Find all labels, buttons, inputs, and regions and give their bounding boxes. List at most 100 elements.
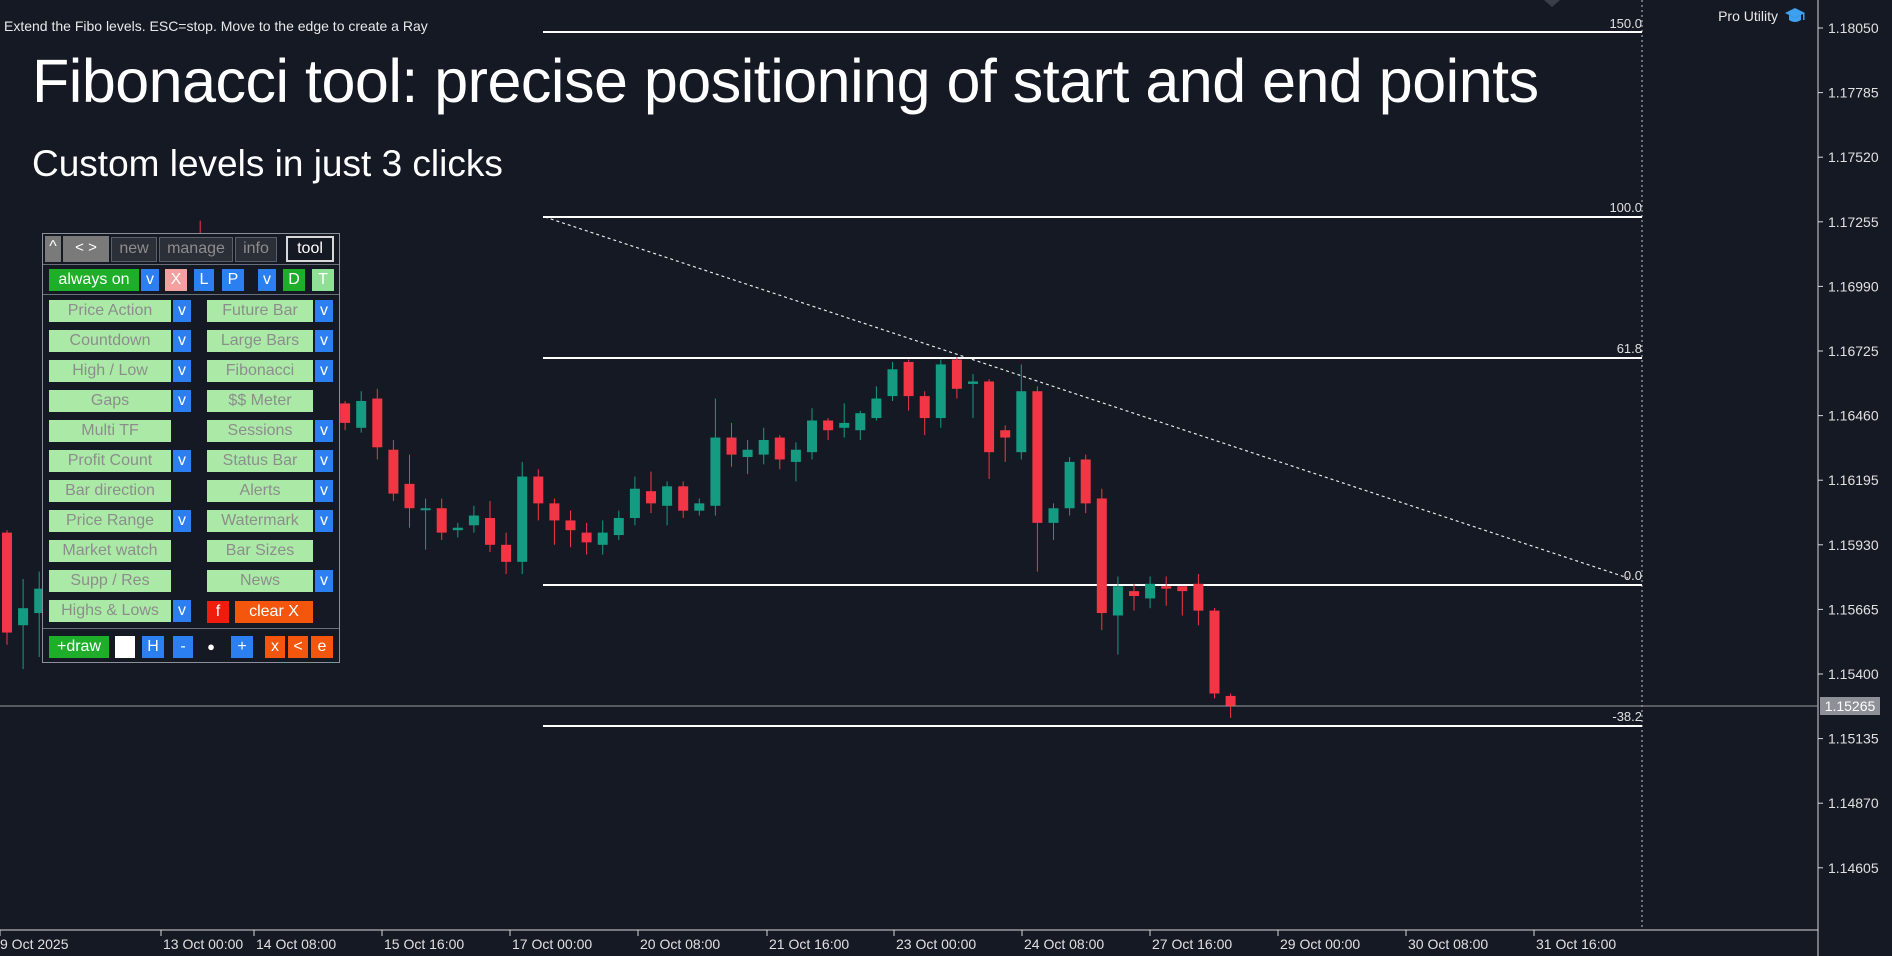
bull-candle-body — [887, 369, 898, 397]
module-news-dropdown-button[interactable]: v — [315, 570, 333, 592]
page-subheadline: Custom levels in just 3 clicks — [32, 143, 503, 184]
bull-candle-body — [758, 439, 769, 455]
module-high-low-dropdown-button[interactable]: v — [173, 360, 191, 382]
page-headline: Fibonacci tool: precise positioning of s… — [32, 47, 1539, 115]
module-bar-direction-button[interactable]: Bar direction — [49, 480, 171, 502]
module-price-range-dropdown-button[interactable]: v — [173, 510, 191, 532]
bear-candle-body — [1080, 459, 1091, 504]
row1-dropdown-button[interactable]: v — [258, 269, 276, 291]
t-button[interactable]: T — [312, 269, 334, 291]
module-fibonacci-button[interactable]: Fibonacci — [207, 360, 313, 382]
add-draw-button[interactable]: +draw — [49, 636, 109, 658]
candle — [549, 498, 560, 545]
bear-candle-body — [1161, 586, 1172, 589]
candle — [340, 400, 351, 431]
module-alerts-dropdown-button[interactable]: v — [315, 480, 333, 502]
candle — [1016, 364, 1027, 460]
module-large-bars-button[interactable]: Large Bars — [207, 330, 313, 352]
module-large-bars-dropdown-button[interactable]: v — [315, 330, 333, 352]
x-delete-button[interactable]: x — [265, 636, 285, 658]
bull-candle-body — [855, 413, 866, 431]
module-profit-count-button[interactable]: Profit Count — [49, 450, 171, 472]
bear-candle-body — [404, 483, 415, 509]
module-highs-lows-button[interactable]: Highs & Lows — [49, 600, 171, 622]
candle — [597, 520, 608, 555]
time-axis-label: 30 Oct 08:00 — [1408, 936, 1488, 952]
candle — [710, 398, 721, 516]
bear-candle-body — [903, 361, 914, 397]
status-message: Extend the Fibo levels. ESC=stop. Move t… — [4, 18, 428, 34]
module-countdown-button[interactable]: Countdown — [49, 330, 171, 352]
price-axis-label: 1.17785 — [1828, 85, 1879, 101]
color-swatch[interactable] — [115, 636, 135, 658]
tab-tool[interactable]: tool — [286, 236, 334, 262]
module-market-watch-button[interactable]: Market watch — [49, 540, 171, 562]
module-price-action-dropdown-button[interactable]: v — [173, 300, 191, 322]
back-button[interactable]: < — [288, 636, 308, 658]
module-future-bar-button[interactable]: Future Bar — [207, 300, 313, 322]
module-fibonacci-dropdown-button[interactable]: v — [315, 360, 333, 382]
module-countdown-dropdown-button[interactable]: v — [173, 330, 191, 352]
module-price-range-button[interactable]: Price Range — [49, 510, 171, 532]
f-button[interactable]: f — [207, 601, 229, 623]
module-future-bar-dropdown-button[interactable]: v — [315, 300, 333, 322]
time-axis-label: 29 Oct 00:00 — [1280, 936, 1360, 952]
bear-candle-body — [1032, 391, 1043, 523]
module-alerts-button[interactable]: Alerts — [207, 480, 313, 502]
module-sessions-dropdown-button[interactable]: v — [315, 420, 333, 442]
bull-candle-body — [1145, 583, 1156, 599]
plus-button[interactable]: + — [231, 636, 253, 658]
module-meter-button[interactable]: $$ Meter — [207, 390, 313, 412]
h-button[interactable]: H — [142, 636, 164, 658]
bear-candle-body — [1096, 498, 1107, 614]
module-watermark-dropdown-button[interactable]: v — [315, 510, 333, 532]
pro-utility-badge[interactable]: Pro Utility — [1718, 6, 1806, 26]
bear-candle-body — [774, 437, 785, 460]
module-status-bar-button[interactable]: Status Bar — [207, 450, 313, 472]
module-multi-tf-button[interactable]: Multi TF — [49, 420, 171, 442]
bear-candle-body — [1177, 586, 1188, 592]
always-on-button[interactable]: always on — [49, 269, 139, 291]
price-axis-label: 1.15400 — [1828, 666, 1879, 682]
l-button[interactable]: L — [194, 269, 214, 291]
always-on-dropdown-button[interactable]: v — [141, 269, 159, 291]
module-gaps-button[interactable]: Gaps — [49, 390, 171, 412]
module-highs-lows-dropdown-button[interactable]: v — [173, 600, 191, 622]
module-news-button[interactable]: News — [207, 570, 313, 592]
module-bar-sizes-button[interactable]: Bar Sizes — [207, 540, 313, 562]
candle — [887, 361, 898, 401]
tab-info[interactable]: info — [235, 237, 277, 262]
p-button[interactable]: P — [222, 269, 244, 291]
bull-candle-body — [790, 449, 801, 462]
candle — [951, 357, 962, 399]
bull-candle-body — [1016, 391, 1027, 453]
bull-candle-body — [935, 364, 946, 419]
module-sessions-button[interactable]: Sessions — [207, 420, 313, 442]
module-profit-count-dropdown-button[interactable]: v — [173, 450, 191, 472]
candle — [1193, 574, 1204, 626]
clear-x-button[interactable]: clear X — [235, 601, 313, 623]
module-status-bar-dropdown-button[interactable]: v — [315, 450, 333, 472]
minus-button[interactable]: - — [173, 636, 193, 658]
module-gaps-dropdown-button[interactable]: v — [173, 390, 191, 412]
module-price-action-button[interactable]: Price Action — [49, 300, 171, 322]
module-supp-res-button[interactable]: Supp / Res — [49, 570, 171, 592]
bull-candle-body — [1048, 508, 1059, 523]
bear-candle-body — [565, 520, 576, 531]
d-button[interactable]: D — [283, 269, 305, 291]
bear-candle-body — [823, 420, 834, 431]
price-axis-label: 1.18050 — [1828, 20, 1879, 36]
candle — [662, 481, 673, 526]
collapse-button[interactable]: ^ — [45, 236, 61, 262]
tab-manage[interactable]: manage — [159, 237, 233, 262]
price-axis-label: 1.16990 — [1828, 278, 1879, 294]
tab-new[interactable]: new — [111, 237, 157, 262]
arrows-button[interactable]: < > — [63, 236, 109, 262]
candle — [678, 481, 689, 518]
module-high-low-button[interactable]: High / Low — [49, 360, 171, 382]
e-button[interactable]: e — [311, 636, 333, 658]
x-toggle-button[interactable]: X — [165, 269, 187, 291]
candle — [1112, 576, 1123, 655]
module-watermark-button[interactable]: Watermark — [207, 510, 313, 532]
